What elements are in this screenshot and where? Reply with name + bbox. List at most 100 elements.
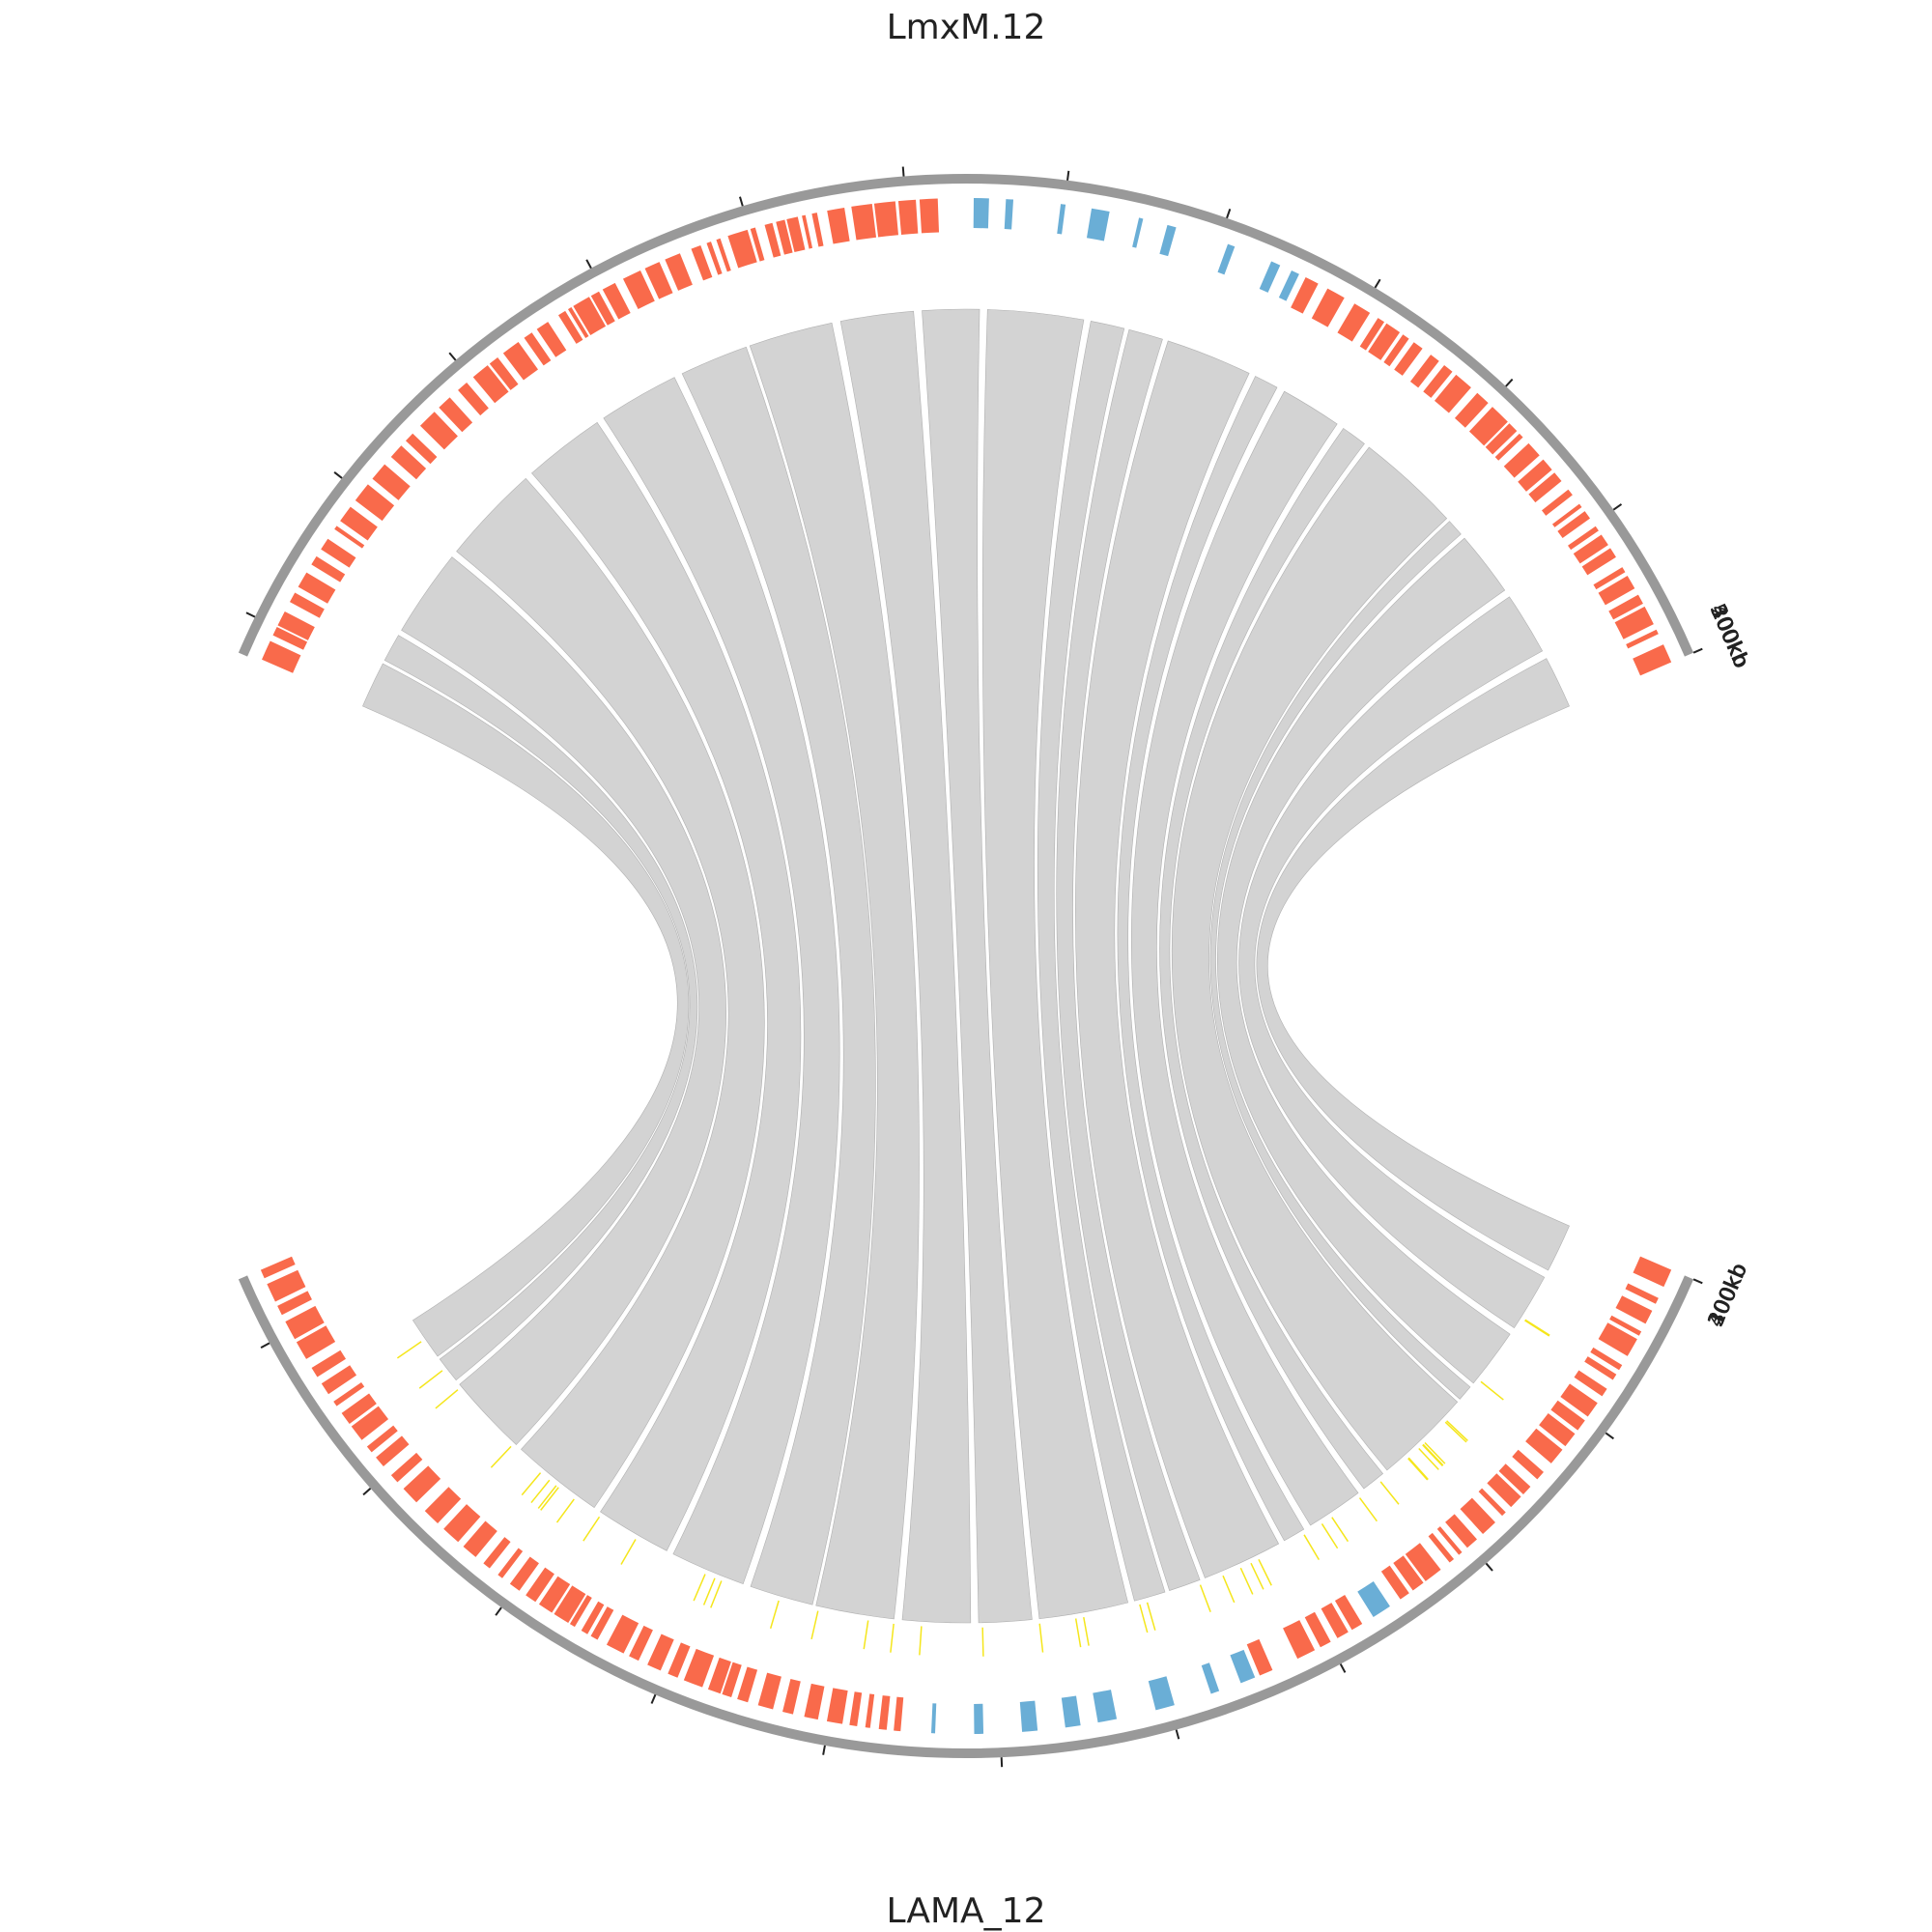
top-forward-gene [1454, 392, 1489, 428]
bottom-minor-feature [490, 1445, 512, 1468]
bottom-forward-gene [285, 1305, 325, 1340]
synteny-ribbon [1256, 658, 1570, 1271]
bottom-forward-gene [260, 1256, 296, 1279]
synteny-ribbon [531, 421, 802, 1551]
bottom-minor-feature [530, 1479, 551, 1504]
bottom-forward-gene [1487, 1473, 1521, 1508]
top-forward-gene [1409, 355, 1439, 388]
synteny-ribbon [1075, 340, 1280, 1578]
synteny-ribbon [1130, 390, 1359, 1526]
synteny-ribbon [456, 477, 765, 1509]
bottom-chromosome-backbone [238, 1275, 1694, 1758]
bottom-forward-gene [894, 1696, 904, 1732]
top-forward-gene [827, 208, 850, 244]
bottom-forward-gene [1625, 1283, 1659, 1304]
top-forward-gene [811, 213, 824, 247]
bottom-reverse-gene [1093, 1690, 1118, 1723]
bottom-forward-gene [390, 1452, 423, 1483]
top-forward-gene [1291, 276, 1319, 314]
bottom-forward-gene [538, 1576, 571, 1613]
top-forward-gene [536, 322, 567, 357]
bottom-minor-feature [1074, 1618, 1082, 1648]
bottom-forward-gene [1598, 1322, 1637, 1356]
top-forward-gene [1311, 288, 1345, 327]
top-tick [333, 471, 343, 479]
top-forward-gene [786, 216, 806, 253]
top-forward-gene [1503, 442, 1540, 478]
bottom-minor-feature [1418, 1447, 1439, 1470]
top-reverse-gene [1217, 243, 1236, 275]
synteny-ribbon [681, 346, 876, 1605]
bottom-forward-gene [554, 1585, 586, 1624]
bottom-minor-feature [693, 1574, 706, 1602]
bottom-forward-gene [1584, 1356, 1617, 1380]
bottom-forward-gene [1498, 1463, 1531, 1494]
top-forward-gene [1394, 342, 1423, 376]
top-forward-gene [1359, 318, 1385, 351]
synteny-ribbons [362, 308, 1570, 1624]
bottom-forward-gene [1615, 1295, 1653, 1324]
bottom-minor-feature [1524, 1319, 1550, 1336]
top-forward-gene [340, 506, 378, 541]
top-forward-gene [1557, 511, 1591, 539]
bottom-forward-gene [497, 1548, 524, 1578]
top-gene-track [262, 198, 1672, 676]
bottom-forward-gene [1321, 1603, 1349, 1638]
top-forward-gene [1626, 629, 1659, 649]
top-forward-gene [472, 365, 509, 404]
top-forward-gene [1423, 364, 1453, 398]
bottom-forward-gene [878, 1695, 891, 1730]
top-forward-gene [1598, 576, 1635, 606]
bottom-forward-gene [277, 1291, 312, 1316]
top-forward-gene [727, 229, 757, 269]
bottom-forward-gene [321, 1365, 357, 1395]
top-reverse-gene [1004, 199, 1014, 230]
bottom-forward-gene [267, 1269, 306, 1302]
bottom-tick [1339, 1663, 1347, 1673]
bottom-forward-gene [1393, 1555, 1424, 1591]
top-forward-gene [321, 538, 356, 568]
bottom-forward-gene [526, 1567, 554, 1603]
bottom-minor-feature [1358, 1497, 1378, 1522]
top-forward-gene [802, 214, 813, 249]
synteny-ribbon [401, 556, 726, 1445]
top-chromosome-backbone [238, 174, 1694, 657]
bottom-minor-feature [810, 1610, 819, 1640]
top-tick [738, 196, 744, 207]
top-reverse-gene [1159, 224, 1177, 257]
top-forward-gene [1518, 459, 1552, 492]
top-reverse-gene [1278, 270, 1299, 301]
bottom-tick [822, 1745, 826, 1755]
bottom-forward-gene [1445, 1514, 1477, 1548]
bottom-forward-gene [737, 1666, 758, 1703]
top-forward-gene [1434, 374, 1471, 413]
bottom-minor-feature [1407, 1458, 1429, 1481]
bottom-forward-gene [1574, 1370, 1607, 1397]
bottom-tick [1175, 1729, 1180, 1740]
top-forward-gene [355, 484, 395, 522]
top-forward-gene [1542, 489, 1573, 516]
bottom-forward-gene [333, 1382, 365, 1406]
bottom-forward-gene [590, 1606, 614, 1640]
top-forward-gene [1581, 548, 1616, 576]
bottom-reverse-gene [1357, 1580, 1390, 1617]
top-forward-gene [716, 238, 731, 272]
top-forward-gene [557, 310, 583, 344]
bottom-minor-feature [1222, 1575, 1236, 1604]
top-tick [1374, 278, 1381, 289]
bottom-minor-feature [1424, 1441, 1446, 1464]
top-forward-gene [277, 611, 315, 640]
synteny-ribbon [749, 322, 920, 1620]
bottom-reverse-gene [1061, 1695, 1081, 1728]
bottom-forward-gene [606, 1614, 639, 1654]
top-tick [1692, 647, 1703, 654]
top-tick [585, 259, 592, 270]
bottom-reverse-gene [1148, 1676, 1175, 1711]
bottom-minor-feature [1146, 1602, 1156, 1631]
bottom-forward-gene [443, 1504, 481, 1543]
bottom-minor-feature-track [396, 1319, 1550, 1657]
top-forward-gene [524, 332, 552, 366]
bottom-forward-gene [1283, 1620, 1316, 1660]
top-tick [1226, 208, 1232, 219]
